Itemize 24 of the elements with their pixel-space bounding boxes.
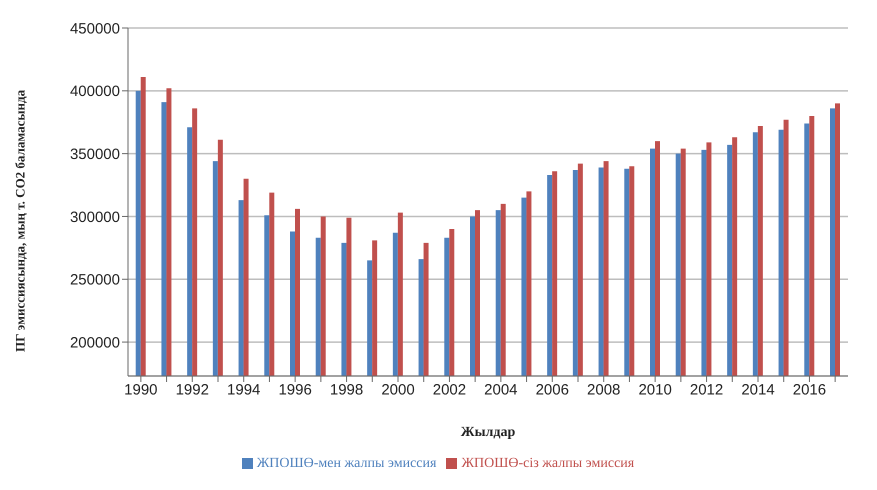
- x-tick-label: 1994: [227, 382, 260, 399]
- x-tick-label: 2000: [381, 382, 415, 399]
- y-tick-label: 450000: [70, 20, 120, 38]
- y-tick-label: 250000: [70, 272, 120, 289]
- x-tick-label: 2008: [587, 382, 620, 399]
- y-tick-label: 300000: [70, 208, 120, 226]
- y-tick-label: 200000: [70, 334, 120, 352]
- y-tick-label: 350000: [70, 146, 120, 163]
- x-tick-label: 2010: [638, 382, 672, 399]
- legend-label: ЖПОШӨ-мен жалпы эмиссия: [256, 456, 436, 471]
- x-tick-label: 1992: [176, 382, 209, 399]
- x-tick-label: 2012: [690, 382, 724, 399]
- x-tick-label: 2016: [792, 382, 826, 399]
- x-tick-label: 1998: [330, 382, 364, 399]
- x-tick-label: 2006: [536, 382, 569, 399]
- y-tick-label: 400000: [70, 83, 120, 100]
- x-tick-label: 1990: [124, 382, 158, 399]
- x-axis-title: Жылдар: [460, 425, 516, 440]
- y-axis-title: ПГ эмиссиясында, мың т. CO2 баламасында: [12, 89, 28, 352]
- legend-label: ЖПОШӨ-сіз жалпы эмиссия: [461, 456, 634, 471]
- x-tick-label: 2002: [432, 382, 466, 399]
- x-tick-label: 2004: [484, 382, 518, 399]
- x-tick-label: 2014: [741, 382, 775, 399]
- x-tick-label: 1996: [278, 382, 312, 399]
